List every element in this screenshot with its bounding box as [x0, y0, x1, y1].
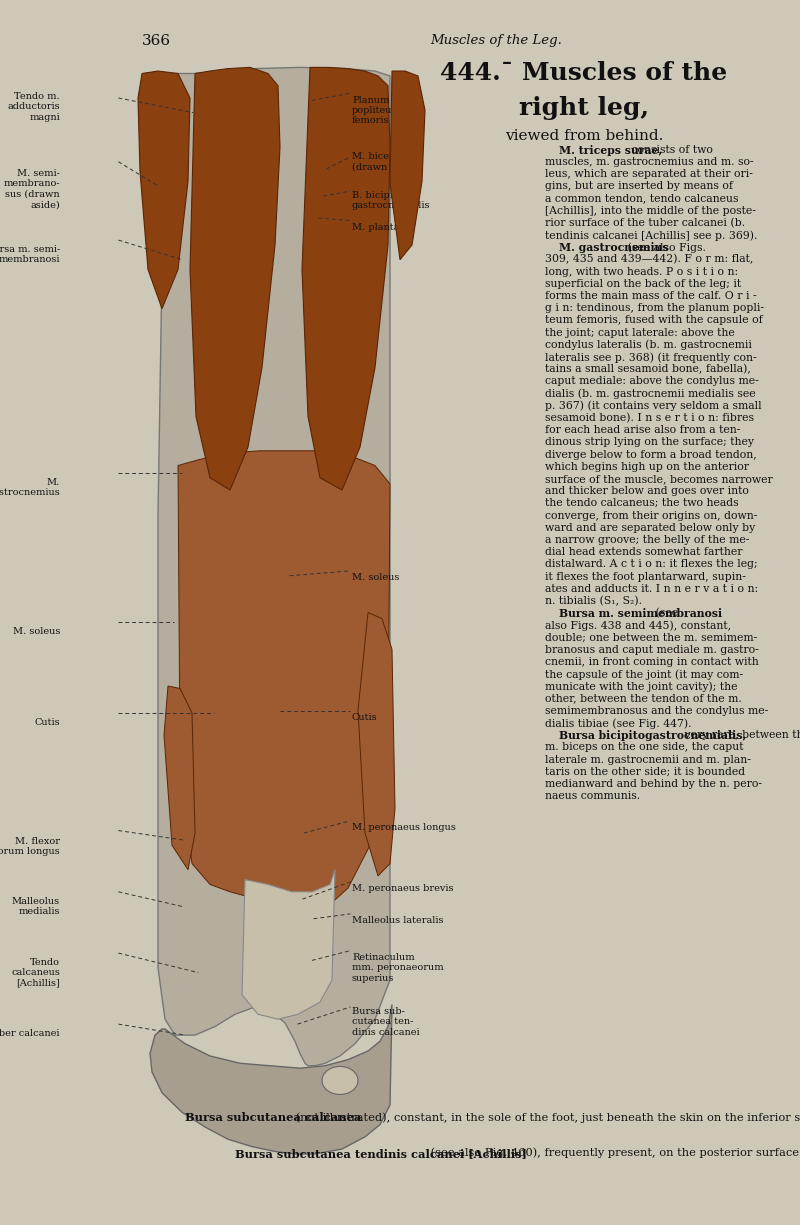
- Polygon shape: [178, 451, 390, 916]
- Polygon shape: [190, 67, 280, 490]
- Text: double; one between the m. semimem-: double; one between the m. semimem-: [545, 632, 758, 643]
- Text: leus, which are separated at their ori-: leus, which are separated at their ori-: [545, 169, 753, 179]
- Text: naeus communis.: naeus communis.: [545, 791, 640, 801]
- Text: (see also Figs.: (see also Figs.: [624, 243, 706, 252]
- Polygon shape: [164, 686, 195, 870]
- Text: dialis tibiae (see Fig. 447).: dialis tibiae (see Fig. 447).: [545, 718, 691, 729]
- Text: long, with two heads. P o s i t i o n:: long, with two heads. P o s i t i o n:: [545, 267, 738, 277]
- Text: n. tibialis (S₁, S₂).: n. tibialis (S₁, S₂).: [545, 595, 642, 606]
- Polygon shape: [242, 870, 335, 1019]
- Text: M. triceps surae,: M. triceps surae,: [559, 145, 662, 156]
- Polygon shape: [158, 67, 390, 1066]
- Text: gins, but are inserted by means of: gins, but are inserted by means of: [545, 181, 733, 191]
- Text: cnemii, in front coming in contact with: cnemii, in front coming in contact with: [545, 657, 758, 666]
- Text: M. peronaeus brevis: M. peronaeus brevis: [352, 884, 454, 893]
- Text: Bursa subcutanea tendinis calcanei [Achillis]: Bursa subcutanea tendinis calcanei [Achi…: [235, 1148, 527, 1159]
- Text: 366: 366: [142, 34, 170, 48]
- Text: Muscles of the Leg.: Muscles of the Leg.: [430, 34, 562, 48]
- Text: Tuber calcanei: Tuber calcanei: [0, 1029, 60, 1038]
- Text: Tendo m.
adductoris
magni: Tendo m. adductoris magni: [7, 92, 60, 121]
- Text: Cutis: Cutis: [352, 713, 378, 722]
- Text: diverge below to form a broad tendon,: diverge below to form a broad tendon,: [545, 450, 757, 459]
- Text: Bursa sub-
cutanea ten-
dinis calcanei: Bursa sub- cutanea ten- dinis calcanei: [352, 1007, 420, 1036]
- Polygon shape: [358, 612, 395, 876]
- Text: dial head extends somewhat farther: dial head extends somewhat farther: [545, 548, 742, 557]
- Text: Retinaculum
mm. peronaeorum
superius: Retinaculum mm. peronaeorum superius: [352, 953, 444, 982]
- Text: sesamoid bone). I n s e r t i o n: fibres: sesamoid bone). I n s e r t i o n: fibre…: [545, 413, 754, 424]
- Ellipse shape: [322, 1067, 358, 1094]
- Text: B. bicipito-
gastrocnemialis: B. bicipito- gastrocnemialis: [352, 191, 430, 211]
- Text: M. soleus: M. soleus: [352, 573, 399, 582]
- Text: rior surface of the tuber calcanei (b.: rior surface of the tuber calcanei (b.: [545, 218, 745, 228]
- Polygon shape: [302, 67, 390, 490]
- Text: ward and are separated below only by: ward and are separated below only by: [545, 523, 755, 533]
- Text: M. gastrocnemius: M. gastrocnemius: [559, 243, 669, 254]
- Text: taris on the other side; it is bounded: taris on the other side; it is bounded: [545, 767, 745, 777]
- Text: right leg,: right leg,: [519, 96, 649, 120]
- Text: semimembranosus and the condylus me-: semimembranosus and the condylus me-: [545, 706, 768, 715]
- Text: Bursa m. semi-
membranosi: Bursa m. semi- membranosi: [0, 245, 60, 265]
- Polygon shape: [138, 71, 190, 309]
- Text: dinous strip lying on the surface; they: dinous strip lying on the surface; they: [545, 437, 754, 447]
- Text: ates and adducts it. I n n e r v a t i o n:: ates and adducts it. I n n e r v a t i o…: [545, 584, 758, 594]
- Text: (see also Fig. 460), frequently present, on the posterior surface of the tuber c: (see also Fig. 460), frequently present,…: [427, 1148, 800, 1159]
- Text: a narrow groove; the belly of the me-: a narrow groove; the belly of the me-: [545, 535, 750, 545]
- Text: forms the main mass of the calf. O r i -: forms the main mass of the calf. O r i -: [545, 292, 757, 301]
- Text: it flexes the foot plantarward, supin-: it flexes the foot plantarward, supin-: [545, 572, 746, 582]
- Text: caput mediale: above the condylus me-: caput mediale: above the condylus me-: [545, 376, 758, 386]
- Text: teum femoris, fused with the capsule of: teum femoris, fused with the capsule of: [545, 315, 762, 326]
- Text: other, between the tendon of the m.: other, between the tendon of the m.: [545, 693, 742, 703]
- Polygon shape: [390, 71, 425, 260]
- Text: Malleolus
medialis: Malleolus medialis: [12, 897, 60, 916]
- Text: consists of two: consists of two: [628, 145, 713, 154]
- Text: (not illustrated), constant, in the sole of the foot, just beneath the skin on t: (not illustrated), constant, in the sole…: [292, 1112, 800, 1123]
- Text: 444.¯ Muscles of the: 444.¯ Muscles of the: [440, 61, 728, 86]
- Text: lateralis see p. 368) (it frequently con-: lateralis see p. 368) (it frequently con…: [545, 352, 757, 363]
- Text: Bursa m. semimembranosi: Bursa m. semimembranosi: [559, 608, 722, 619]
- Text: dialis (b. m. gastrocnemii medialis see: dialis (b. m. gastrocnemii medialis see: [545, 388, 756, 399]
- Text: condylus lateralis (b. m. gastrocnemii: condylus lateralis (b. m. gastrocnemii: [545, 339, 752, 350]
- Text: a common tendon, tendo calcaneus: a common tendon, tendo calcaneus: [545, 194, 738, 203]
- Text: municate with the joint cavity); the: municate with the joint cavity); the: [545, 681, 738, 692]
- Text: M. biceps
(drawn aside): M. biceps (drawn aside): [352, 152, 420, 172]
- Text: which begins high up on the anterior: which begins high up on the anterior: [545, 462, 749, 472]
- Text: Planum
popliteum
femoris: Planum popliteum femoris: [352, 96, 402, 125]
- Text: M. semi-
membrano-
sus (drawn
aside): M. semi- membrano- sus (drawn aside): [3, 169, 60, 209]
- Text: Malleolus lateralis: Malleolus lateralis: [352, 916, 443, 925]
- Text: (see: (see: [652, 608, 678, 619]
- Text: the joint; caput laterale: above the: the joint; caput laterale: above the: [545, 327, 734, 338]
- Text: Cutis: Cutis: [34, 718, 60, 726]
- Text: M. soleus: M. soleus: [13, 627, 60, 636]
- Text: Bursa bicipitogastrocnemialis,: Bursa bicipitogastrocnemialis,: [559, 730, 746, 741]
- Text: surface of the muscle, becomes narrower: surface of the muscle, becomes narrower: [545, 474, 773, 484]
- Text: M. flexor
digitorum longus: M. flexor digitorum longus: [0, 837, 60, 856]
- Text: m. biceps on the one side, the caput: m. biceps on the one side, the caput: [545, 742, 743, 752]
- Text: the capsule of the joint (it may com-: the capsule of the joint (it may com-: [545, 669, 743, 680]
- Text: M. plantaris: M. plantaris: [352, 223, 412, 232]
- Text: and thicker below and goes over into: and thicker below and goes over into: [545, 486, 749, 496]
- Polygon shape: [150, 1004, 392, 1154]
- Text: M. peronaeus longus: M. peronaeus longus: [352, 823, 456, 832]
- Text: also Figs. 438 and 445), constant,: also Figs. 438 and 445), constant,: [545, 620, 731, 631]
- Text: medianward and behind by the n. pero-: medianward and behind by the n. pero-: [545, 779, 762, 789]
- Text: very rare, between the tendon of the: very rare, between the tendon of the: [681, 730, 800, 740]
- Text: tendinis calcanei [Achillis] see p. 369).: tendinis calcanei [Achillis] see p. 369)…: [545, 230, 758, 240]
- Text: laterale m. gastrocnemii and m. plan-: laterale m. gastrocnemii and m. plan-: [545, 755, 751, 764]
- Text: M.
gastrocnemius: M. gastrocnemius: [0, 478, 60, 497]
- Text: the tendo calcaneus; the two heads: the tendo calcaneus; the two heads: [545, 499, 738, 508]
- Text: branosus and caput mediale m. gastro-: branosus and caput mediale m. gastro-: [545, 644, 758, 654]
- Text: p. 367) (it contains very seldom a small: p. 367) (it contains very seldom a small: [545, 401, 762, 412]
- Text: 309, 435 and 439—442). F o r m: flat,: 309, 435 and 439—442). F o r m: flat,: [545, 255, 754, 265]
- Text: converge, from their origins on, down-: converge, from their origins on, down-: [545, 511, 758, 521]
- Text: [Achillis], into the middle of the poste-: [Achillis], into the middle of the poste…: [545, 206, 756, 216]
- Text: viewed from behind.: viewed from behind.: [505, 129, 663, 142]
- Text: superficial on the back of the leg; it: superficial on the back of the leg; it: [545, 279, 741, 289]
- Text: muscles, m. gastrocnemius and m. so-: muscles, m. gastrocnemius and m. so-: [545, 157, 754, 167]
- Text: g i n: tendinous, from the planum popli-: g i n: tendinous, from the planum popli-: [545, 303, 764, 314]
- Text: Bursa subcutanea calcanea: Bursa subcutanea calcanea: [185, 1112, 362, 1123]
- Text: Tendo
calcaneus
[Achillis]: Tendo calcaneus [Achillis]: [11, 958, 60, 987]
- Text: for each head arise also from a ten-: for each head arise also from a ten-: [545, 425, 740, 435]
- Text: distalward. A c t i o n: it flexes the leg;: distalward. A c t i o n: it flexes the l…: [545, 560, 758, 570]
- Text: tains a small sesamoid bone, fabella),: tains a small sesamoid bone, fabella),: [545, 364, 751, 375]
